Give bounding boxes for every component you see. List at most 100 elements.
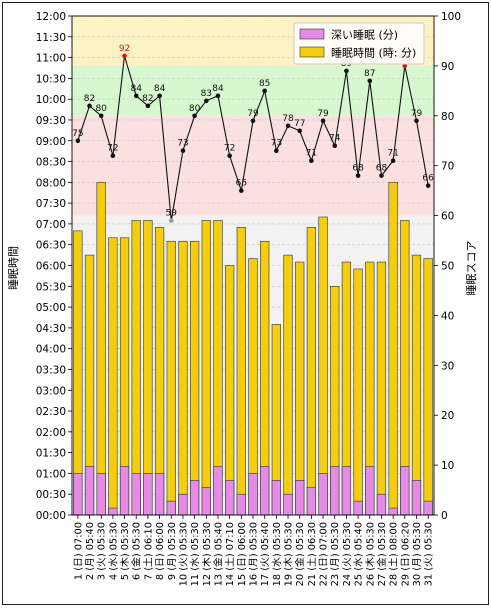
deep-sleep-bar — [248, 473, 258, 516]
deep-sleep-bar — [353, 500, 363, 516]
score-point — [215, 93, 221, 99]
y-right-tick-label: 90 — [441, 61, 454, 73]
y-right-tick-label: 60 — [441, 211, 454, 223]
deep-sleep-bar — [318, 473, 328, 516]
y-left-tick-label: 10:00 — [36, 94, 66, 106]
deep-sleep-bar — [388, 507, 398, 516]
x-tick-label: 30 (月) 05:30 — [411, 522, 423, 586]
deep-sleep-bar — [271, 480, 281, 516]
score-label: 72 — [107, 144, 118, 154]
score-label: 71 — [387, 149, 398, 159]
y-right-tick-label: 40 — [441, 310, 454, 322]
y-left-tick-label: 00:00 — [36, 510, 66, 522]
deep-sleep-bar — [119, 466, 130, 516]
deep-sleep-bar — [189, 480, 200, 516]
deep-sleep-bar — [108, 507, 118, 516]
score-point — [297, 128, 303, 134]
legend-swatch — [299, 46, 325, 58]
sleep-bar — [143, 220, 153, 516]
y-left-tick-label: 08:30 — [36, 157, 66, 169]
sleep-bar — [189, 240, 200, 516]
score-band — [72, 65, 434, 116]
score-label: 74 — [329, 134, 341, 144]
y-left-tick-label: 11:30 — [36, 32, 66, 44]
sleep-bar — [423, 258, 433, 516]
score-point — [414, 118, 419, 124]
bars — [73, 182, 433, 516]
x-tick-label: 25 (水) 05:40 — [353, 522, 365, 586]
x-tick-label: 27 (金) 05:30 — [375, 522, 388, 586]
score-point — [157, 93, 162, 99]
x-tick-label: 14 (土) 07:10 — [223, 522, 236, 586]
score-point — [110, 153, 116, 159]
y-left-tick-label: 02:00 — [36, 427, 66, 439]
score-point — [320, 118, 326, 124]
x-tick-label: 21 (土) 06:30 — [305, 522, 318, 586]
y-left-tick-label: 00:30 — [36, 489, 66, 501]
deep-sleep-bar — [166, 500, 176, 516]
y-right-tick-label: 10 — [441, 460, 454, 472]
legend-swatch — [299, 28, 325, 40]
score-label: 84 — [212, 84, 224, 94]
score-label: 82 — [142, 94, 153, 104]
x-tick-label: 9 (月) 05:30 — [166, 522, 178, 580]
y-left-tick-label: 12:00 — [36, 11, 66, 23]
x-tick-label: 12 (木) 05:30 — [201, 522, 213, 586]
y-left-tick-label: 08:00 — [36, 177, 66, 189]
sleep-bar — [236, 227, 246, 516]
y-left-tick-label: 04:30 — [36, 323, 66, 335]
score-point — [133, 93, 139, 99]
score-label: 68 — [376, 164, 388, 174]
sleep-bar — [411, 254, 422, 516]
sleep-bar — [318, 216, 328, 516]
sleep-bar — [154, 227, 165, 516]
y-left-tick-label: 05:30 — [36, 281, 66, 293]
sleep-bar — [225, 265, 235, 516]
score-label: 71 — [306, 149, 317, 159]
x-tick-label: 18 (水) 05:30 — [271, 522, 283, 586]
x-tick-label: 31 (火) 05:30 — [424, 522, 435, 586]
x-tick-label: 24 (火) 05:30 — [342, 522, 353, 586]
deep-sleep-bar — [283, 493, 293, 516]
x-tick-label: 10 (火) 05:30 — [178, 522, 189, 586]
deep-sleep-bar — [131, 473, 141, 516]
score-label: 84 — [154, 84, 166, 94]
x-tick-label: 3 (火) 05:30 — [97, 522, 108, 580]
deep-sleep-bar — [213, 466, 223, 516]
x-tick-label: 22 (日) 07:00 — [319, 522, 330, 586]
sleep-bar — [178, 240, 188, 516]
x-tick-label: 26 (木) 05:30 — [364, 522, 376, 586]
axes: 00:00 00:30 01:00 01:30 02:00 02:30 03:00 03:30… — [36, 11, 461, 586]
x-tick-label: 6 (金) 05:30 — [130, 522, 143, 580]
score-band — [72, 115, 434, 216]
y-left-tick-label: 02:30 — [36, 406, 66, 418]
legend-box — [293, 22, 425, 65]
deep-sleep-bar — [365, 466, 375, 516]
score-point — [262, 88, 267, 94]
y-right-tick-label: 80 — [441, 111, 454, 123]
sleep-bar — [108, 237, 118, 516]
deep-sleep-bar — [411, 480, 422, 516]
y-left-tick-label: 03:00 — [36, 385, 66, 397]
x-tick-label: 28 (土) 08:00 — [387, 522, 400, 586]
score-label: 65 — [236, 179, 247, 189]
y-right-tick-label: 50 — [441, 261, 454, 273]
y-left-tick-label: 01:30 — [36, 448, 66, 460]
legend-label: 深い睡眠 (分) — [331, 29, 398, 42]
x-tick-label: 7 (土) 06:10 — [141, 522, 154, 580]
deep-sleep-bar — [260, 466, 270, 516]
score-label: 79 — [317, 109, 329, 119]
deep-sleep-bar — [330, 466, 340, 516]
score-label: 72 — [224, 144, 235, 154]
x-tick-label: 8 (日) 06:00 — [155, 522, 166, 580]
score-label: 75 — [72, 129, 83, 139]
score-point — [98, 113, 104, 119]
y-left-tick-label: 07:30 — [36, 198, 66, 210]
deep-sleep-bar — [73, 473, 83, 516]
score-point — [250, 118, 256, 124]
y-left-tick-label: 05:00 — [36, 302, 66, 314]
score-point — [367, 78, 373, 84]
score-label: 85 — [259, 79, 270, 89]
